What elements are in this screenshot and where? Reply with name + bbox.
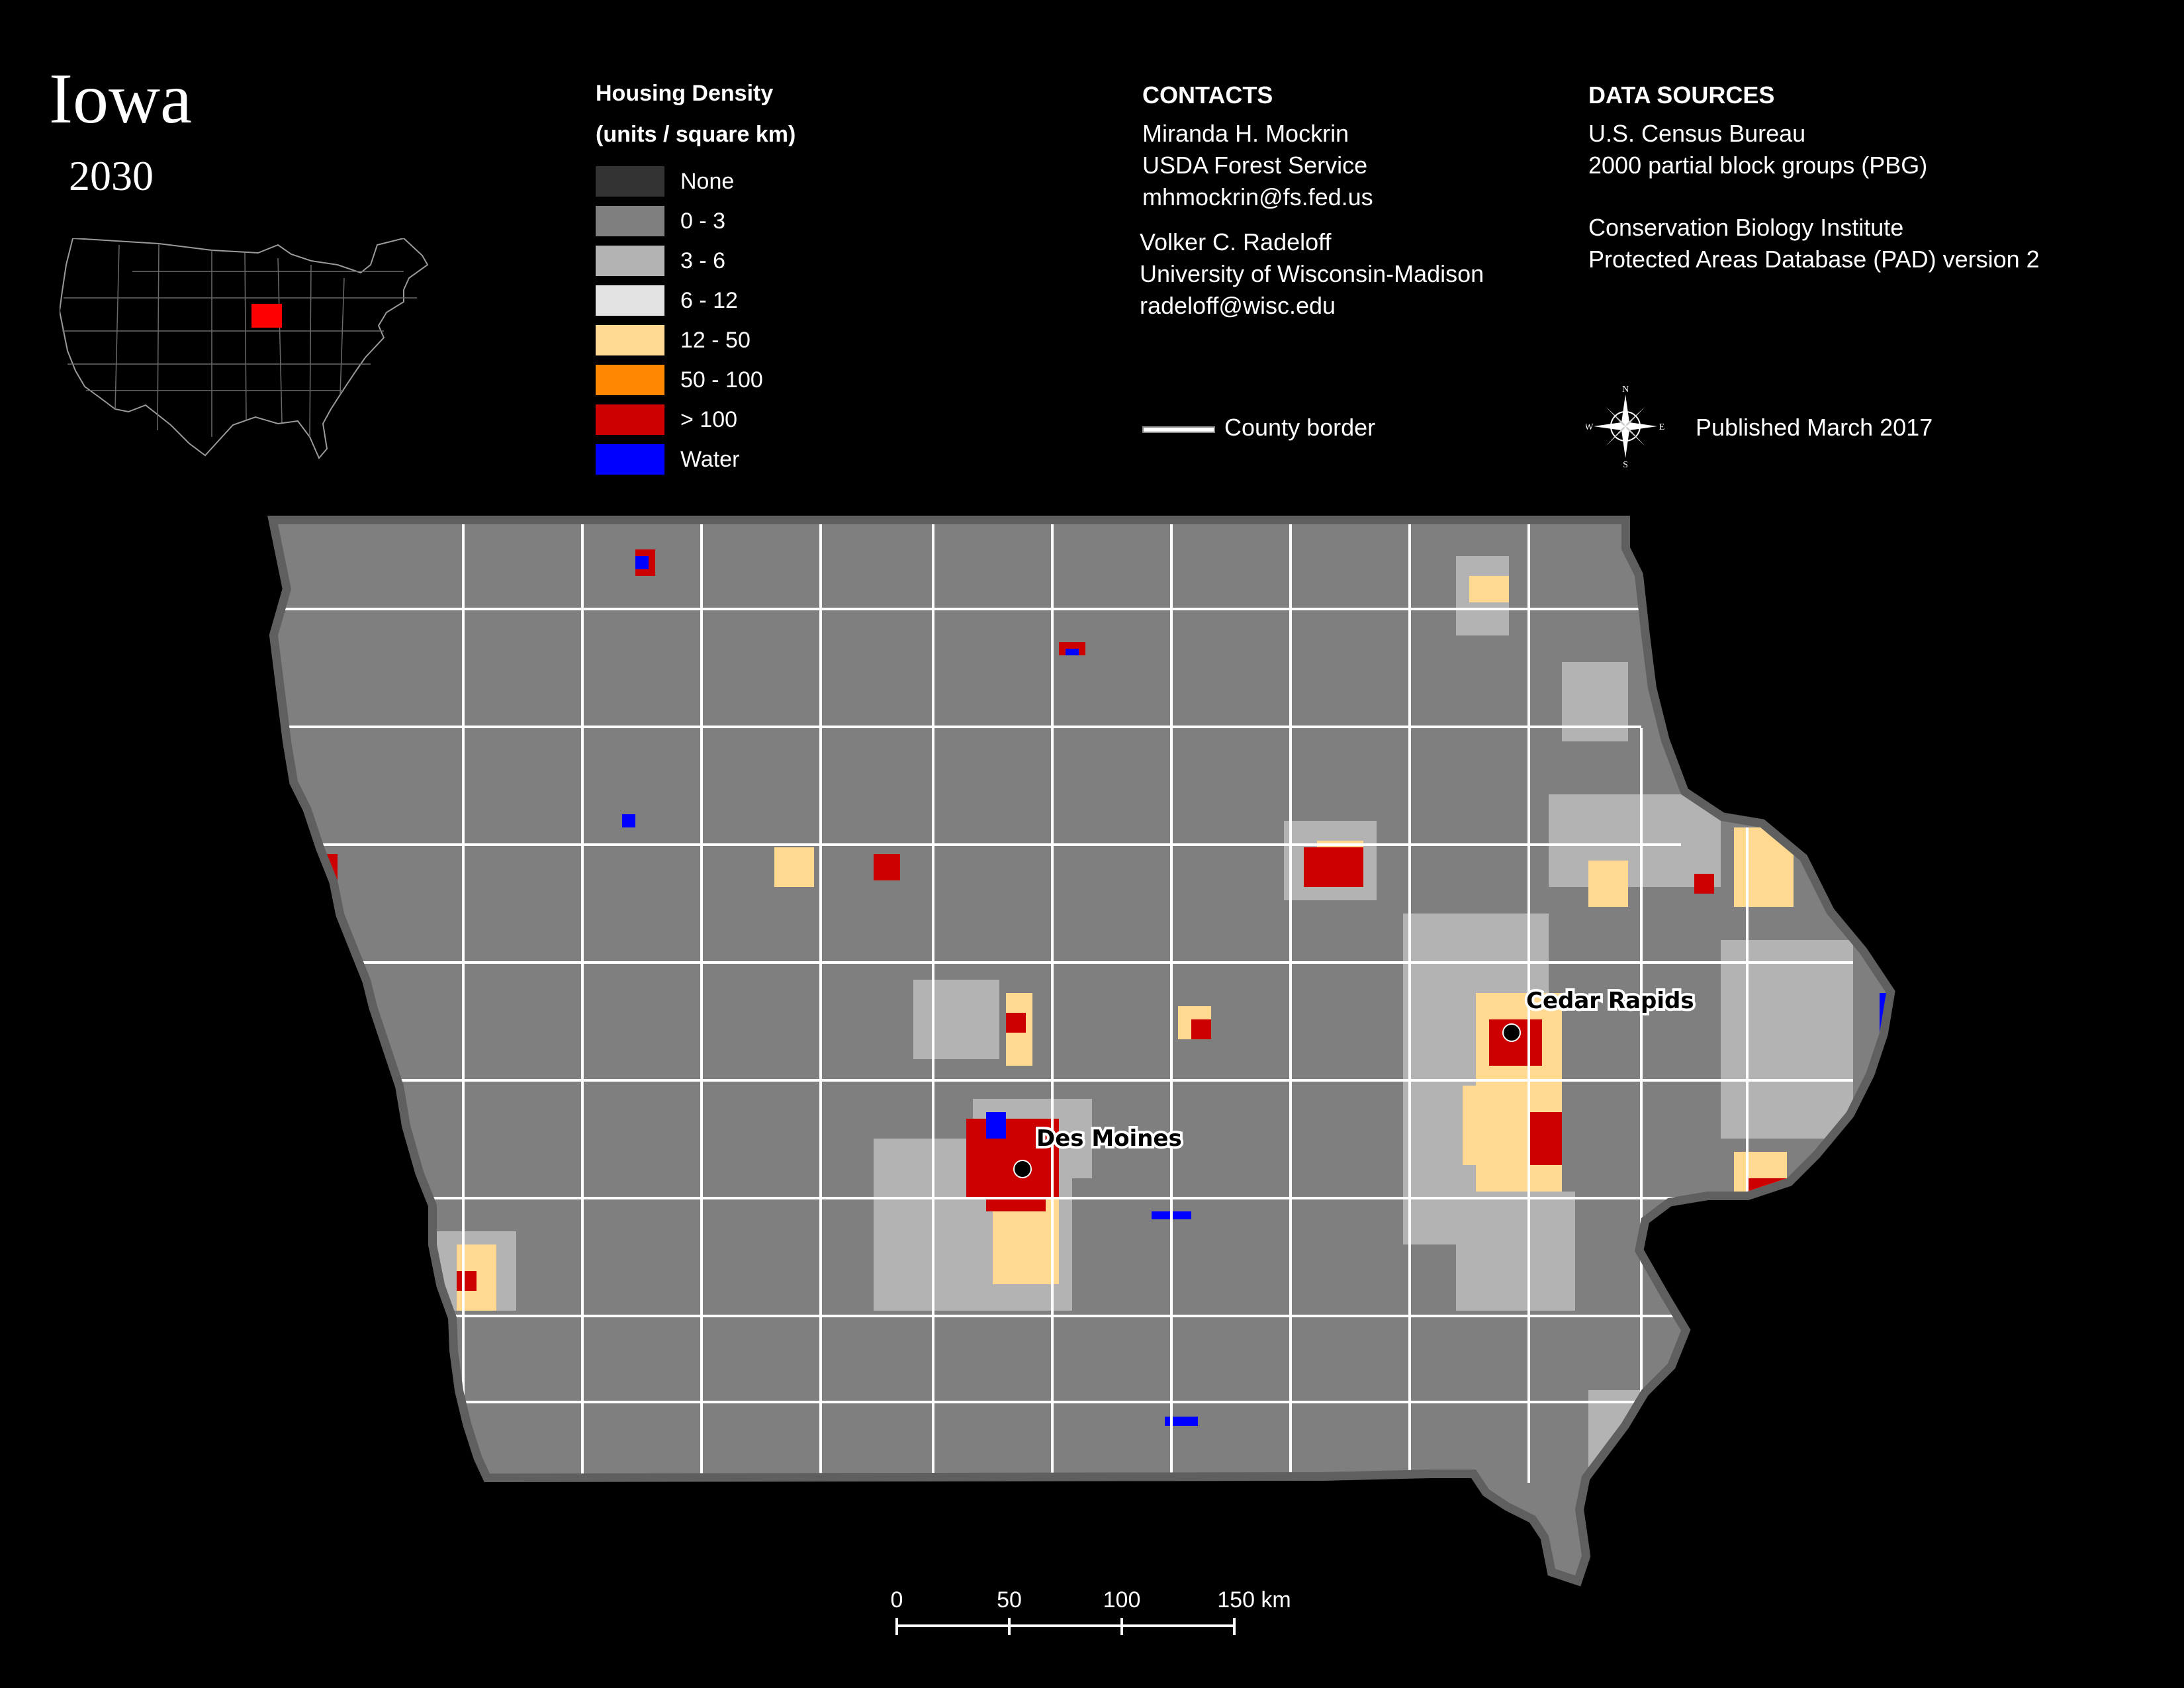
legend-label: None	[680, 168, 735, 194]
legend-item: 50 - 100	[596, 364, 763, 396]
legend-swatch	[596, 246, 664, 276]
source-2-detail: Protected Areas Database (PAD) version 2	[1588, 246, 2040, 273]
legend-label: 3 - 6	[680, 248, 726, 273]
contact-2-email: radeloff@wisc.edu	[1140, 292, 1336, 319]
scale-label-50: 50	[997, 1587, 1022, 1613]
legend-swatch	[596, 166, 664, 197]
legend-swatch	[596, 365, 664, 395]
county-border-label: County border	[1224, 414, 1376, 441]
county-border-swatch	[1142, 426, 1215, 433]
us-state-lines	[62, 243, 417, 438]
contact-1-name: Miranda H. Mockrin	[1142, 120, 1349, 147]
scale-label-100: 100	[1103, 1587, 1141, 1613]
des-moines-label: Des Moines	[1034, 1123, 1185, 1154]
legend-item: Water	[596, 444, 763, 475]
legend-item: 6 - 12	[596, 285, 763, 316]
contact-person-1: Miranda H. Mockrin USDA Forest Service m…	[1142, 118, 1373, 213]
des-moines-marker	[1013, 1160, 1032, 1178]
compass-e: E	[1659, 422, 1665, 432]
legend-swatch	[596, 206, 664, 236]
data-source-1: U.S. Census Bureau 2000 partial block gr…	[1588, 118, 1927, 181]
legend-title: Housing Density	[596, 81, 774, 106]
state-fill	[278, 524, 1886, 1575]
source-1-name: U.S. Census Bureau	[1588, 120, 1806, 147]
cedar-rapids-marker	[1502, 1023, 1521, 1042]
legend-swatch	[596, 285, 664, 316]
data-sources-heading: DATA SOURCES	[1588, 81, 1775, 109]
contact-1-org: USDA Forest Service	[1142, 152, 1368, 179]
legend-item: None	[596, 165, 763, 197]
compass-s: S	[1623, 460, 1628, 469]
compass-w: W	[1586, 422, 1594, 432]
legend-label: 50 - 100	[680, 367, 763, 393]
contact-1-email: mhmockrin@fs.fed.us	[1142, 183, 1373, 211]
legend-swatch	[596, 325, 664, 355]
compass-n: N	[1622, 385, 1629, 395]
compass-rose-icon: N S W E	[1586, 385, 1665, 469]
legend-item: 0 - 3	[596, 205, 763, 237]
legend-label: Water	[680, 446, 740, 472]
legend: None 0 - 3 3 - 6 6 - 12 12 - 50 50 - 100 > 100…	[596, 165, 763, 483]
county-borders	[278, 524, 1853, 1483]
scale-bar	[895, 1618, 1236, 1635]
cedar-rapids-label: Cedar Rapids	[1524, 985, 1697, 1017]
source-1-detail: 2000 partial block groups (PBG)	[1588, 152, 1928, 179]
map-title: Iowa	[49, 60, 192, 138]
published-date: Published March 2017	[1696, 414, 1933, 441]
data-source-2: Conservation Biology Institute Protected…	[1588, 212, 2040, 275]
legend-label: 0 - 3	[680, 208, 726, 234]
us-locator-map	[60, 238, 429, 459]
legend-item: 3 - 6	[596, 245, 763, 277]
map-year: 2030	[69, 152, 154, 199]
map-features	[278, 524, 1886, 1496]
contact-2-org: University of Wisconsin-Madison	[1140, 260, 1484, 287]
legend-label: 6 - 12	[680, 287, 738, 313]
legend-item: 12 - 50	[596, 324, 763, 356]
legend-label: > 100	[680, 406, 738, 432]
contacts-heading: CONTACTS	[1142, 81, 1273, 109]
contact-person-2: Volker C. Radeloff University of Wiscons…	[1140, 226, 1484, 322]
legend-swatch	[596, 444, 664, 475]
legend-item: > 100	[596, 404, 763, 436]
source-2-name: Conservation Biology Institute	[1588, 214, 1904, 241]
contact-2-name: Volker C. Radeloff	[1140, 228, 1332, 256]
legend-units: (units / square km)	[596, 122, 796, 147]
legend-label: 12 - 50	[680, 327, 751, 353]
scale-label-150: 150 km	[1217, 1587, 1291, 1613]
iowa-highlight	[251, 304, 282, 328]
legend-swatch	[596, 404, 664, 435]
scale-label-0: 0	[890, 1587, 903, 1613]
